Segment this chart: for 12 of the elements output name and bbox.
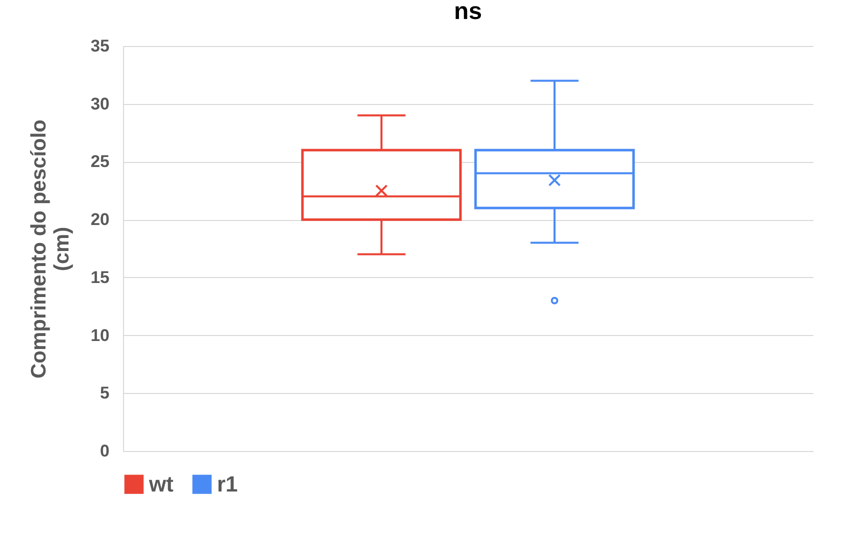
y-tick-label: 20 [90, 210, 110, 230]
y-tick-label: 10 [90, 326, 110, 345]
y-tick-label: 15 [90, 268, 110, 287]
text: ns [454, 0, 482, 25]
legend-label: wt [148, 471, 174, 496]
legend-label: r1 [217, 471, 238, 496]
y-tick-label: 0 [100, 442, 110, 460]
y-tick-label: 35 [90, 36, 110, 56]
y-axis-title: Comprimento do pescíolo (cm) [28, 119, 74, 379]
y-tick-label: 30 [90, 94, 110, 114]
y-tick-label: 25 [90, 152, 110, 172]
y-tick-label: 5 [100, 384, 110, 403]
